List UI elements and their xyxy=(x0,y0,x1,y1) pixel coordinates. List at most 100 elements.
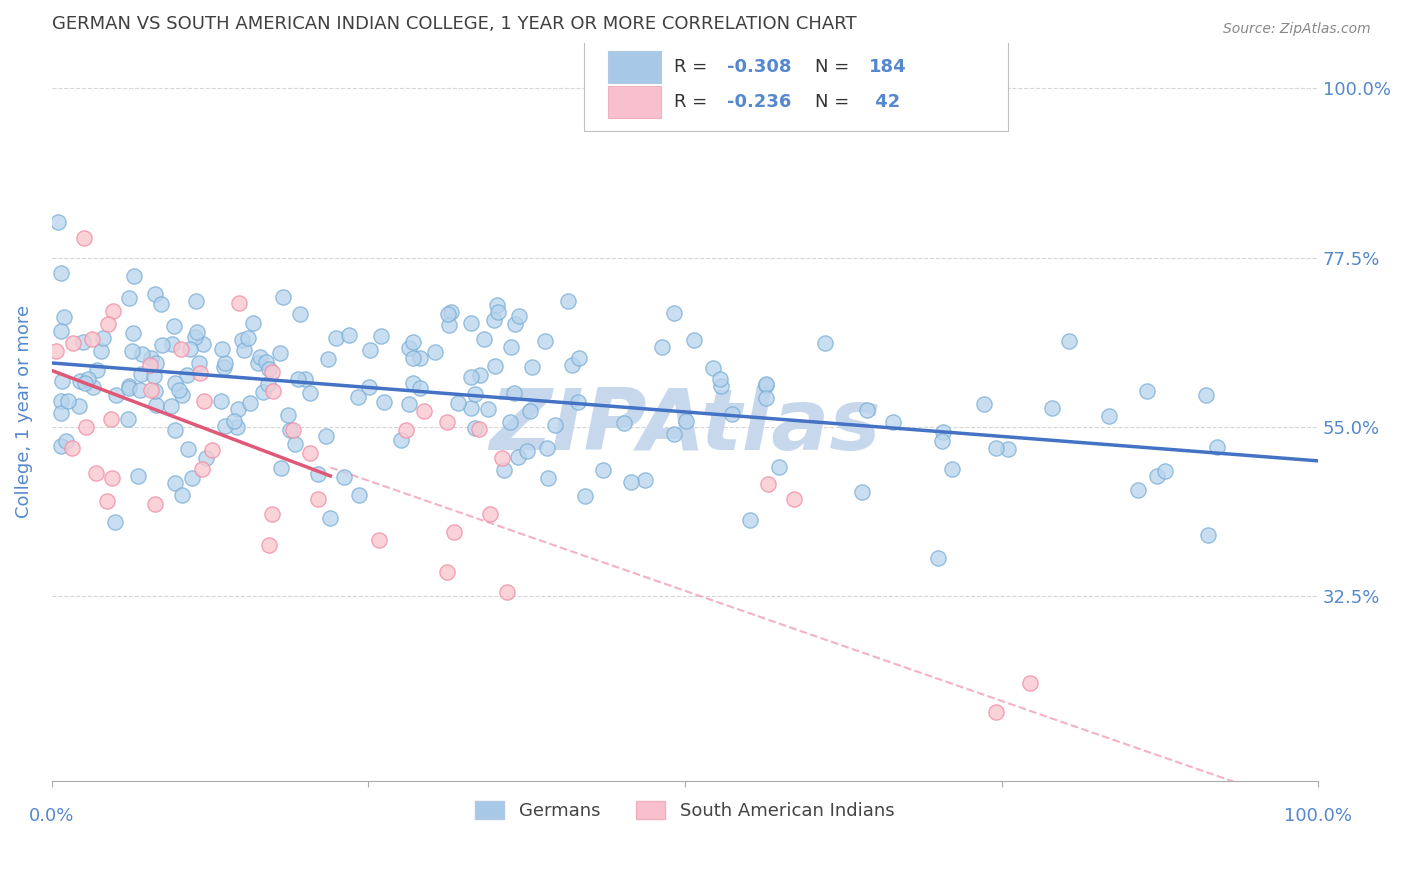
Point xyxy=(702,361,724,376)
Point xyxy=(337,327,360,342)
Point xyxy=(651,340,673,354)
Point xyxy=(1040,401,1063,415)
Point xyxy=(294,372,316,386)
Point xyxy=(118,380,141,394)
Point xyxy=(755,377,778,392)
Point xyxy=(437,318,460,332)
Point xyxy=(1126,483,1149,497)
Point xyxy=(101,303,124,318)
Point xyxy=(333,470,356,484)
Point xyxy=(412,403,434,417)
Text: 0.0%: 0.0% xyxy=(30,807,75,825)
Legend: Germans, South American Indians: Germans, South American Indians xyxy=(468,794,901,827)
Text: R =: R = xyxy=(673,93,713,111)
Point xyxy=(145,398,167,412)
Point xyxy=(882,415,904,429)
Point xyxy=(437,307,460,321)
Point xyxy=(479,507,502,521)
Point xyxy=(423,344,446,359)
Point xyxy=(97,317,120,331)
Point xyxy=(122,326,145,340)
Point xyxy=(201,443,224,458)
Point xyxy=(143,286,166,301)
Point xyxy=(143,497,166,511)
Text: Source: ZipAtlas.com: Source: ZipAtlas.com xyxy=(1223,22,1371,37)
Point xyxy=(486,305,509,319)
Point xyxy=(468,368,491,383)
Point xyxy=(277,408,299,422)
Point xyxy=(592,462,614,476)
Text: ZIPAtlas: ZIPAtlas xyxy=(489,385,880,468)
Point xyxy=(496,585,519,599)
Point xyxy=(814,336,837,351)
Point xyxy=(226,401,249,416)
Point xyxy=(755,377,778,392)
Point xyxy=(172,388,194,402)
Point xyxy=(104,515,127,529)
Y-axis label: College, 1 year or more: College, 1 year or more xyxy=(15,305,32,518)
Point xyxy=(986,705,1008,719)
Point xyxy=(163,319,186,334)
Point xyxy=(188,367,211,381)
Point xyxy=(49,439,72,453)
Point xyxy=(101,471,124,485)
Text: -0.308: -0.308 xyxy=(727,58,792,76)
Point xyxy=(485,298,508,312)
Point xyxy=(176,442,198,456)
Point xyxy=(96,494,118,508)
Point xyxy=(80,332,103,346)
Point xyxy=(557,294,579,309)
Point xyxy=(460,317,482,331)
Point xyxy=(142,369,165,384)
Point xyxy=(170,343,193,357)
Point xyxy=(537,471,560,485)
Point xyxy=(409,381,432,395)
Point xyxy=(82,380,104,394)
Point xyxy=(662,305,685,319)
Point xyxy=(184,329,207,343)
Point xyxy=(118,378,141,392)
Point xyxy=(131,346,153,360)
Point xyxy=(347,488,370,502)
Point xyxy=(284,437,307,451)
Point xyxy=(307,491,329,506)
Point xyxy=(932,425,955,439)
Point xyxy=(477,402,499,417)
Point xyxy=(544,418,567,433)
Point xyxy=(856,403,879,417)
Point xyxy=(567,394,589,409)
Point xyxy=(941,462,963,476)
Point xyxy=(447,396,470,410)
Point xyxy=(499,340,522,354)
Point xyxy=(634,473,657,487)
Point xyxy=(232,343,254,357)
Point xyxy=(188,356,211,370)
Point xyxy=(160,337,183,351)
Point xyxy=(76,372,98,386)
Point xyxy=(288,307,311,321)
Point xyxy=(1057,334,1080,348)
Point xyxy=(484,312,506,326)
Point xyxy=(193,393,215,408)
Point xyxy=(443,524,465,539)
Point xyxy=(709,372,731,386)
Point xyxy=(506,450,529,465)
Point xyxy=(127,468,149,483)
Point xyxy=(90,344,112,359)
Point xyxy=(165,423,187,437)
Text: 184: 184 xyxy=(869,58,907,76)
Point xyxy=(256,376,278,391)
Point xyxy=(262,384,284,398)
Point xyxy=(973,397,995,411)
Point xyxy=(359,380,381,394)
Point xyxy=(682,333,704,347)
Point xyxy=(464,386,486,401)
Point xyxy=(472,332,495,346)
Text: GERMAN VS SOUTH AMERICAN INDIAN COLLEGE, 1 YEAR OR MORE CORRELATION CHART: GERMAN VS SOUTH AMERICAN INDIAN COLLEGE,… xyxy=(52,15,856,33)
Point xyxy=(249,350,271,364)
Point xyxy=(49,324,72,338)
Point xyxy=(503,386,526,401)
Point xyxy=(69,374,91,388)
Point xyxy=(315,428,337,442)
Point xyxy=(1206,440,1229,454)
